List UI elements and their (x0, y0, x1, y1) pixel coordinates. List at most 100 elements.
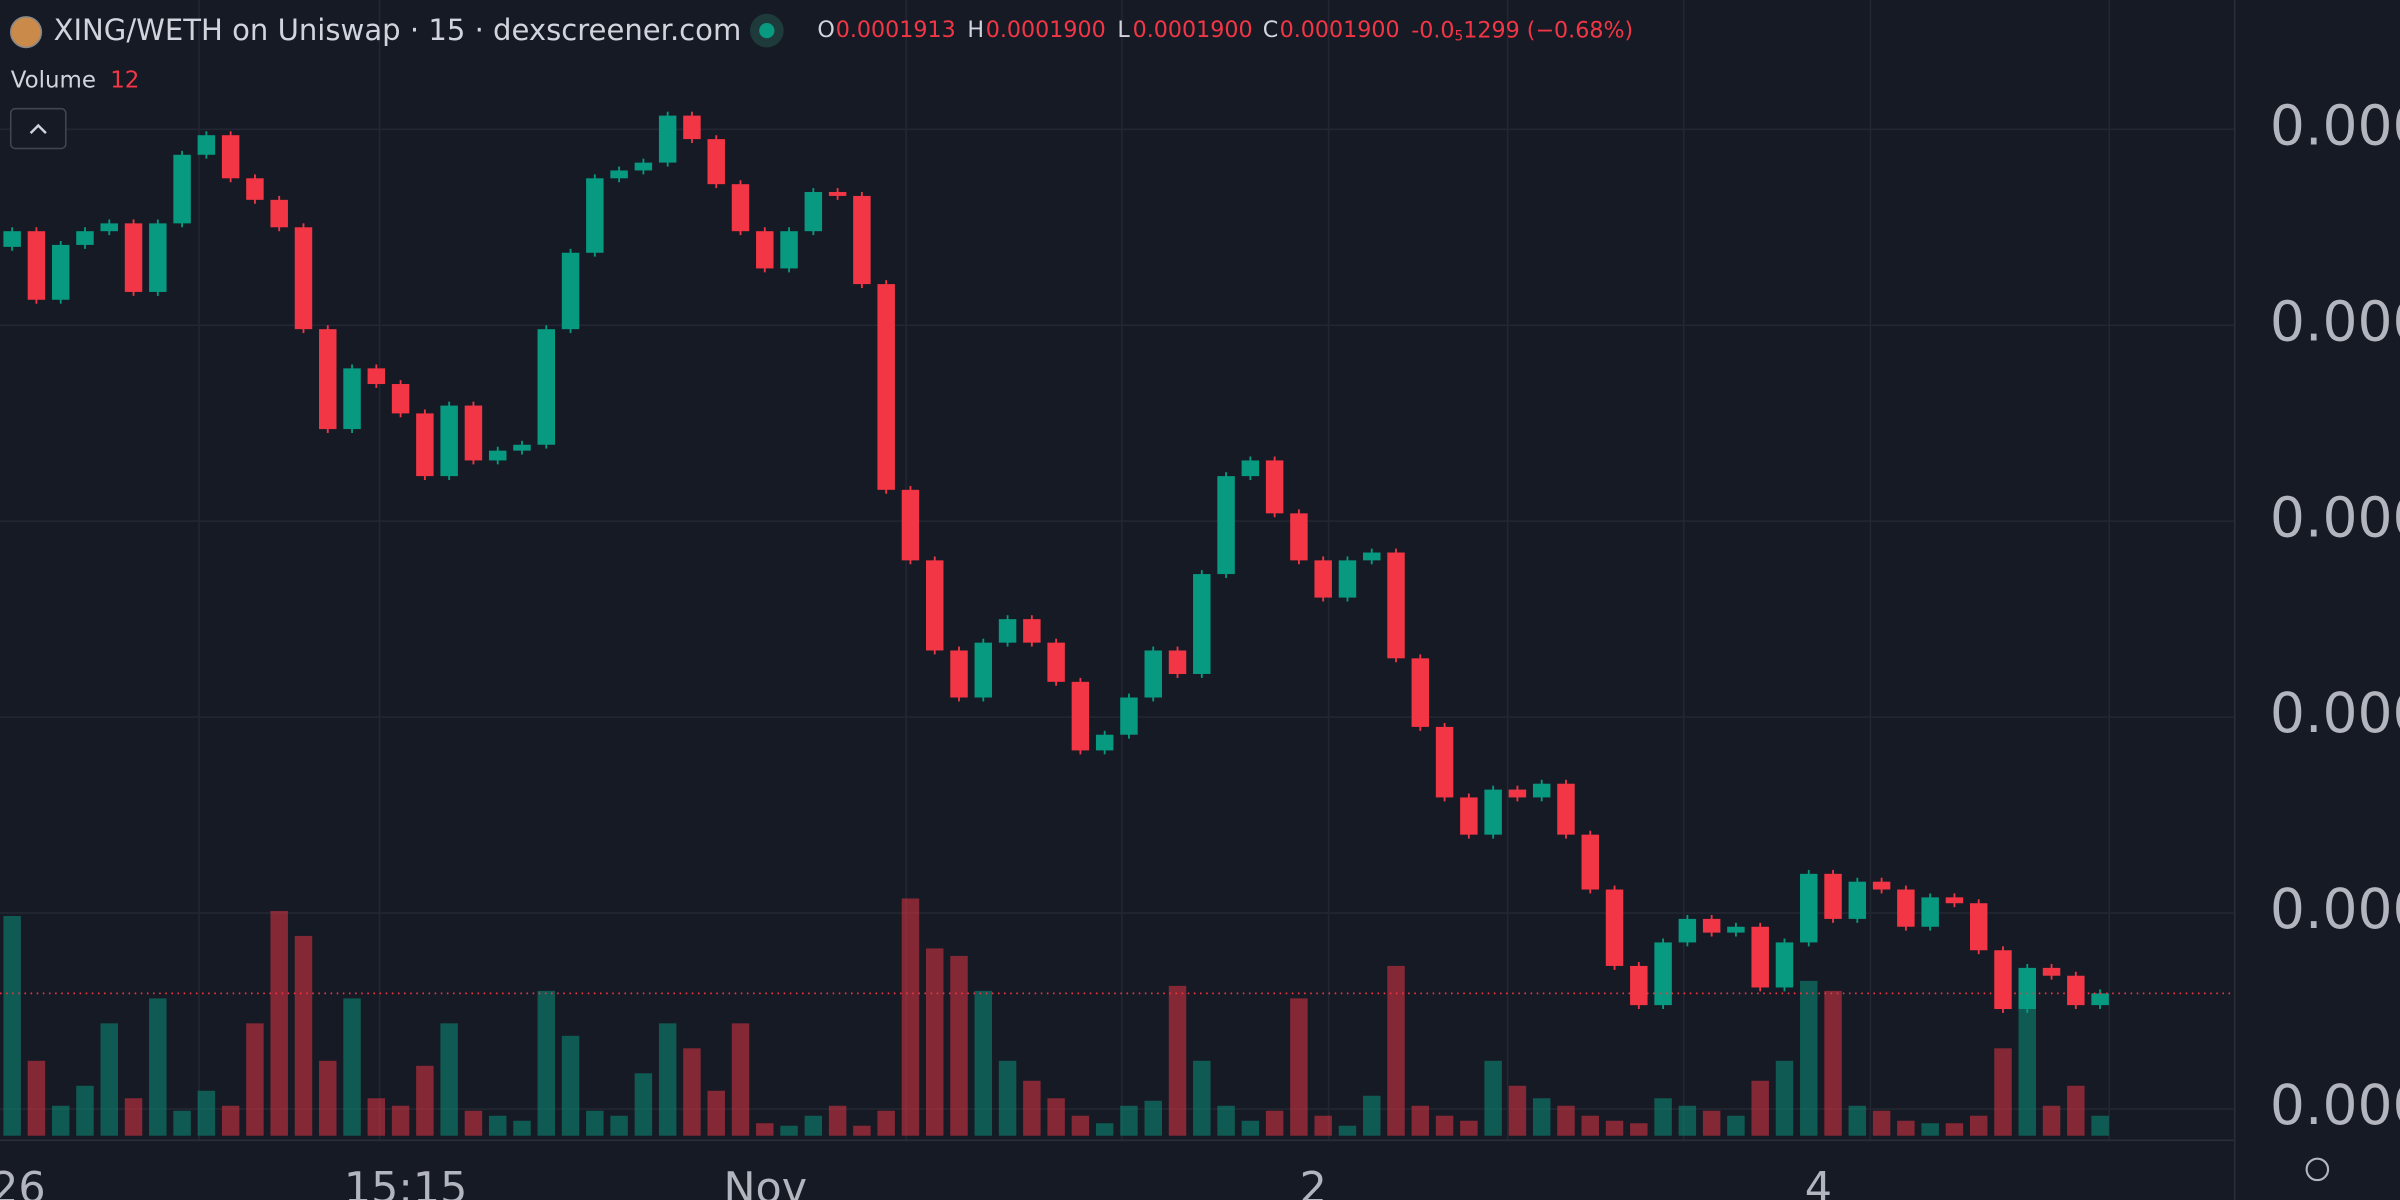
volume-bar (731, 1023, 750, 1136)
volume-bar (1678, 1105, 1697, 1136)
y-tick-label: 0.000 (2270, 681, 2400, 745)
volume-bar (440, 1023, 458, 1136)
x-tick-label: 4 (1805, 1163, 1832, 1200)
volume-bar (2091, 1115, 2109, 1136)
candle-body (877, 284, 895, 490)
volume-bar (76, 1085, 94, 1136)
ohlc-label: L (1117, 17, 1130, 43)
volume-bar (1484, 1060, 1502, 1136)
y-tick-label: 0.000 (2270, 289, 2400, 353)
collapse-button[interactable] (9, 107, 67, 150)
candle-body (925, 560, 944, 651)
volume-bar (367, 1098, 386, 1136)
ohlc-value: 0.0001900 (1133, 17, 1253, 43)
volume-bar (464, 1110, 483, 1136)
candle-body (1897, 889, 1915, 927)
volume-bar (246, 1023, 264, 1136)
candle-body (1702, 918, 1721, 933)
volume-bar (1193, 1060, 1211, 1136)
settings-icon[interactable] (2305, 1157, 2330, 1182)
candle-body (100, 223, 118, 232)
volume-bar (2067, 1085, 2085, 1136)
volume-bar (634, 1073, 653, 1136)
candle-body (561, 252, 580, 330)
volume-bars (3, 898, 2109, 1136)
volume-bar (1654, 1098, 1672, 1136)
candle-body (1751, 926, 1769, 988)
candle-body (1945, 897, 1964, 904)
volume-bar (1605, 1120, 1624, 1136)
status-dot (759, 22, 775, 39)
volume-bar (1775, 1060, 1794, 1136)
candle-body (440, 405, 458, 477)
candle-body (149, 223, 167, 292)
x-tick-label: Nov (723, 1163, 807, 1200)
candle-body (1848, 881, 1867, 919)
candle-body (610, 170, 628, 179)
volume-bar (124, 1098, 143, 1136)
volume-bar (51, 1105, 70, 1136)
candle-body (1557, 783, 1575, 835)
candle-body (683, 115, 701, 140)
volume-bar (2018, 998, 2037, 1136)
candle-body (1605, 889, 1624, 966)
candle-body (1994, 950, 2012, 1010)
volume-bar (1824, 990, 1842, 1136)
volume-bar (343, 998, 361, 1136)
y-tick-label: 0.000 (2270, 485, 2400, 549)
candle-body (1775, 942, 1794, 988)
candle-body (270, 199, 288, 228)
volume-bar (1217, 1105, 1235, 1136)
candle-body (2018, 967, 2037, 1010)
candle-body (780, 231, 798, 269)
x-tick-label: 15:15 (344, 1163, 467, 1200)
volume-bar (1435, 1115, 1454, 1136)
candle-body (853, 195, 871, 285)
candle-body (416, 413, 434, 477)
volume-bar (561, 1035, 580, 1136)
candle-body (1095, 734, 1114, 751)
volume-bar (586, 1110, 604, 1136)
candle-body (173, 154, 191, 224)
candle-body (1290, 513, 1308, 561)
candle-body (513, 444, 531, 451)
volume-bar (1872, 1110, 1891, 1136)
candle-body (1387, 552, 1405, 659)
x-tick-label: 26 (0, 1163, 46, 1200)
y-tick-label: 0.000 (2270, 93, 2400, 157)
candle-body (2042, 967, 2061, 976)
candle-body (1727, 926, 1745, 933)
volume-bar (998, 1060, 1017, 1136)
candle-body (1800, 873, 1818, 943)
volume-bar (1800, 980, 1818, 1136)
candle-body (1168, 650, 1187, 674)
volume-bar (1095, 1123, 1114, 1136)
volume-bar (416, 1065, 434, 1136)
candle-body (246, 178, 264, 200)
candle-body (51, 244, 70, 300)
volume-bar (1557, 1105, 1575, 1136)
volume-bar (1508, 1085, 1527, 1136)
volume-bar (1969, 1115, 1988, 1136)
volume-bar (149, 998, 167, 1136)
volume-bar (658, 1023, 677, 1136)
volume-bar (1630, 1123, 1648, 1136)
volume-bar (1532, 1098, 1551, 1136)
candle-body (1484, 789, 1502, 835)
volume-bar (853, 1125, 871, 1136)
volume-bar (391, 1105, 410, 1136)
volume-bar (3, 915, 21, 1136)
ohlc-value: 0.0001900 (986, 17, 1106, 43)
candle-body (950, 650, 968, 698)
volume-bar (319, 1060, 337, 1136)
candle-body (1921, 897, 1939, 927)
candle-body (1217, 476, 1235, 575)
volume-bar (610, 1115, 628, 1136)
volume-bar (197, 1090, 216, 1136)
change: -0.051299 (−0.68%) (1411, 17, 1633, 45)
volume-bar (1921, 1123, 1939, 1136)
volume-bar (294, 935, 313, 1136)
volume-value: 12 (110, 68, 139, 94)
candle-body (1508, 789, 1527, 798)
volume-bar (1168, 985, 1187, 1136)
